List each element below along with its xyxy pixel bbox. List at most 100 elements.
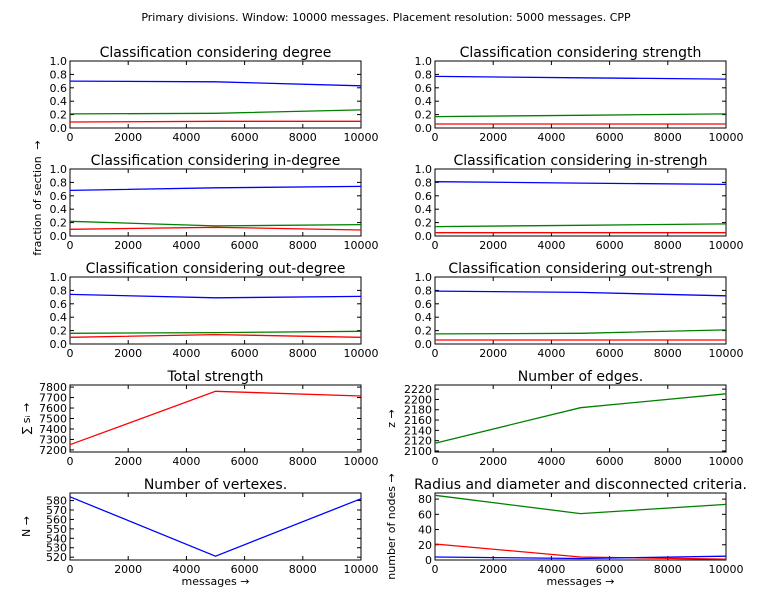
y-tick-label: 0.0 [50,230,68,243]
x-tick-label: 4000 [172,563,200,576]
y-tick-label: 0.6 [415,82,433,95]
chart-title: Total strength [166,369,263,385]
y-tick-label: 550 [46,523,67,536]
y-tick-label: 0.2 [50,109,68,122]
plot-frame [434,60,727,129]
x-tick-label: 10000 [709,347,744,360]
chart-in-strength: Classification considering in-strengh 0 20… [415,153,744,252]
y-tick-label: 0.6 [50,298,68,311]
chart-out-strength: Classification considering out-strengh 0 2… [415,261,744,360]
series-line-red [69,226,362,231]
y-tick-label: 0.8 [50,176,68,189]
x-axis-label: messages → [547,575,615,588]
chart-edges: Number of edges. 0 2000 4000 6000 8000 10000 21… [385,369,744,468]
y-tick-label: 0.2 [415,325,433,338]
x-tick-label: 10000 [344,563,379,576]
series-line-red [434,543,727,560]
y-tick-label: 520 [46,551,67,564]
x-tick-label: 8000 [289,347,317,360]
plot-frame [434,384,727,453]
y-tick-label: 530 [46,542,67,555]
y-tick-label: 7400 [39,423,67,436]
x-tick-label: 4000 [537,131,565,144]
x-tick-label: 6000 [231,455,259,468]
chart-radius: Radius and diameter and disconnected cri… [385,473,747,588]
y-tick-label: 60 [418,508,432,521]
y-tick-label: 0.8 [415,284,433,297]
y-tick-label: 0.8 [415,68,433,81]
y-tick-label: 1.0 [50,55,68,68]
x-tick-label: 6000 [596,239,624,252]
y-tick-label: 0.2 [50,325,68,338]
x-tick-label: 2000 [114,455,142,468]
series-line-blue [69,80,362,87]
plot-frame [69,384,362,453]
y-tick-label: 0.4 [415,311,433,324]
y-tick-label: 0.4 [50,311,68,324]
y-tick-label: 80 [418,493,432,506]
x-tick-label: 10000 [344,347,379,360]
chart-title: Classification considering out-strengh [448,261,712,277]
plot-frame [69,492,362,561]
y-tick-label: 0.6 [50,82,68,95]
chart-title: Classification considering out-degree [86,261,346,277]
x-tick-label: 4000 [172,347,200,360]
chart-title: Classification considering in-degree [91,153,341,169]
x-tick-label: 10000 [344,131,379,144]
x-tick-label: 10000 [344,239,379,252]
y-tick-label: 2220 [404,383,432,396]
x-tick-label: 8000 [289,455,317,468]
x-axis-label: messages → [182,575,250,588]
series-line-green [434,329,727,335]
series-line-green [69,330,362,334]
x-tick-label: 8000 [289,239,317,252]
x-tick-label: 6000 [596,455,624,468]
y-tick-label: 0.4 [50,203,68,216]
x-tick-label: 0 [67,563,74,576]
y-tick-label: 570 [46,504,67,517]
x-tick-label: 6000 [231,131,259,144]
y-tick-label: 2200 [404,393,432,406]
x-tick-label: 8000 [654,455,682,468]
x-tick-label: 10000 [709,131,744,144]
y-tick-label: 1.0 [415,55,433,68]
x-tick-label: 0 [432,347,439,360]
series-line-blue [434,555,727,560]
chart-degree: Classification considering degree 0 2000 40… [50,45,379,144]
series-line-green [69,220,362,227]
chart-title: Classification considering strength [460,45,702,61]
y-tick-label: 7500 [39,413,67,426]
x-tick-label: 0 [67,131,74,144]
y-tick-label: 40 [418,524,432,537]
series-line-green [434,113,727,118]
x-tick-label: 2000 [114,347,142,360]
y-tick-label: 0.0 [50,122,68,135]
shared-ylabel: fraction of section [31,156,44,255]
x-tick-label: 4000 [172,455,200,468]
y-tick-label: 0.8 [50,68,68,81]
x-tick-label: 8000 [654,131,682,144]
series-line-green [434,393,727,444]
series-line-green [434,494,727,515]
x-tick-label: 6000 [596,347,624,360]
chart-title: Classification considering in-strengh [453,153,707,169]
y-tick-label: 0.6 [50,190,68,203]
chart-title: Number of vertexes. [144,477,287,493]
x-tick-label: 0 [432,563,439,576]
x-tick-label: 4000 [172,131,200,144]
series-line-blue [69,496,362,557]
x-tick-label: 2000 [479,131,507,144]
x-tick-label: 10000 [709,455,744,468]
chart-total-strength: Total strength 0 2000 4000 6000 8000 10000 7200… [20,369,379,468]
x-tick-label: 10000 [709,239,744,252]
y-tick-label: 0.0 [415,338,433,351]
x-tick-label: 2000 [114,563,142,576]
y-tick-label: 0.6 [415,190,433,203]
y-tick-label: 7600 [39,402,67,415]
y-tick-label: 7200 [39,444,67,457]
y-tick-label: 0.4 [50,95,68,108]
x-tick-label: 6000 [231,239,259,252]
x-tick-label: 4000 [537,239,565,252]
y-axis-label: ∑ sᵢ → [20,403,33,434]
